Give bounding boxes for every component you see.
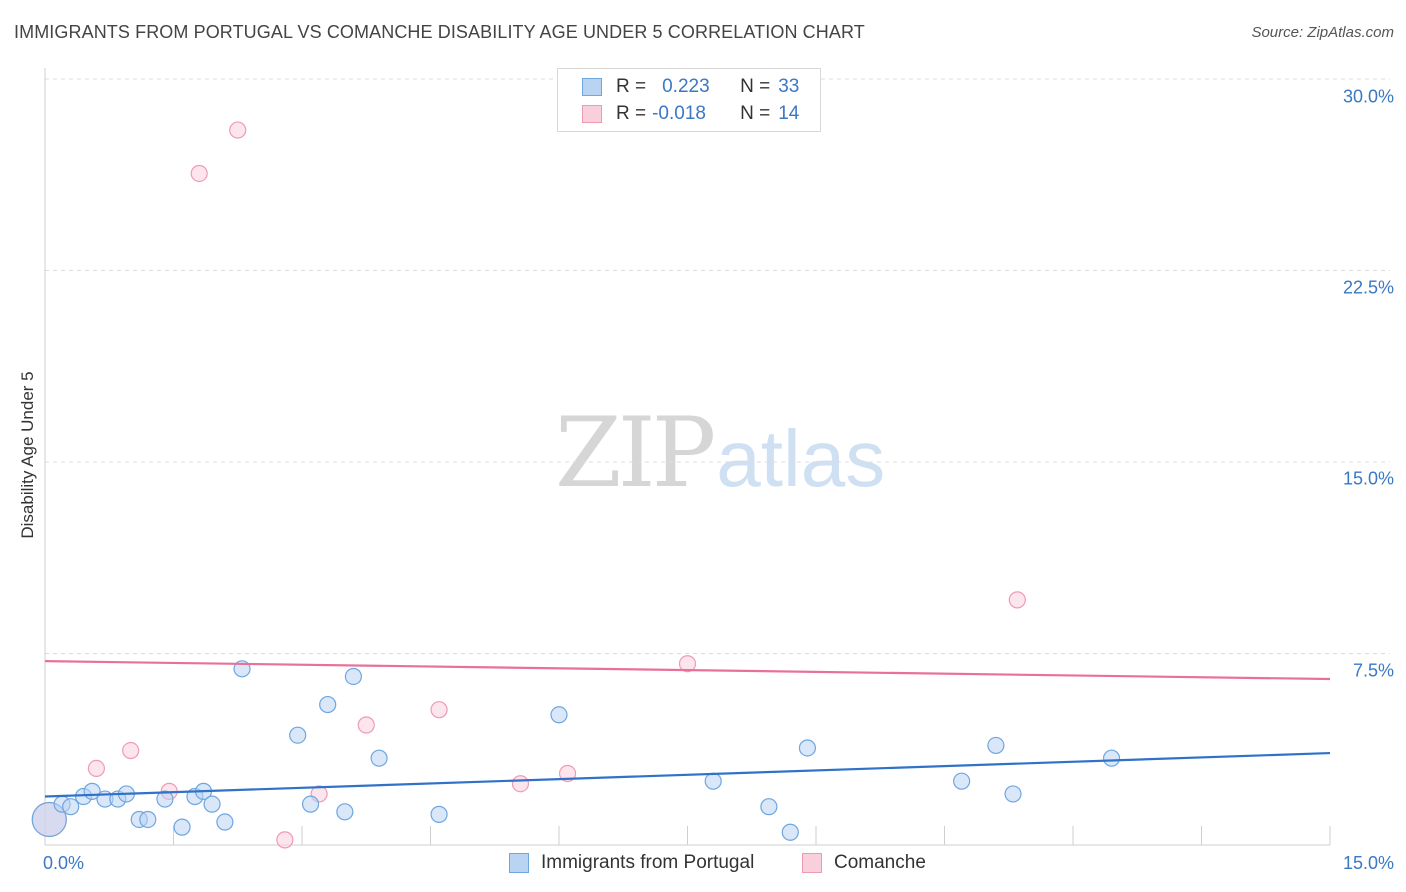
watermark-zip: ZIP xyxy=(555,397,716,509)
chart-title: IMMIGRANTS FROM PORTUGAL VS COMANCHE DIS… xyxy=(14,22,865,42)
portugal-point xyxy=(1102,749,1121,767)
watermark-atlas: atlas xyxy=(716,414,886,503)
r-label: R = xyxy=(616,76,647,97)
comanche-point xyxy=(122,741,140,760)
legend: Immigrants from Portugal Comanche xyxy=(0,852,1406,878)
stats-row-portugal: R = 0.223 N = 33 xyxy=(582,74,799,100)
comanche-point xyxy=(430,701,448,719)
portugal-point xyxy=(216,813,234,831)
n-value: 33 xyxy=(778,76,800,97)
comanche-point xyxy=(558,764,577,783)
comanche-swatch xyxy=(582,105,602,123)
n-value: 14 xyxy=(778,103,800,124)
portugal-point xyxy=(704,772,722,790)
portugal-trend-line xyxy=(44,751,1331,798)
legend-swatch-comanche xyxy=(802,853,822,873)
comanche-point xyxy=(276,831,294,849)
portugal-point xyxy=(781,823,799,841)
portugal-point xyxy=(798,739,817,757)
portugal-point xyxy=(550,706,568,724)
n-label: N = xyxy=(740,76,771,97)
portugal-point xyxy=(430,805,448,823)
r-value: 0.223 xyxy=(662,76,710,97)
portugal-point xyxy=(1004,785,1022,803)
comanche-point xyxy=(511,775,530,793)
y-tick-label-22-5: 22.5% xyxy=(1342,277,1394,298)
portugal-point xyxy=(336,803,354,821)
y-axis-label: Disability Age Under 5 xyxy=(18,371,37,539)
comanche-point xyxy=(678,655,697,673)
portugal-point xyxy=(139,810,157,829)
portugal-point xyxy=(203,795,221,813)
comanche-point xyxy=(1008,591,1026,609)
legend-item-comanche: Comanche xyxy=(802,852,926,874)
comanche-point xyxy=(229,121,247,139)
stats-box: R = 0.223 N = 33 R = -0.018 N = 14 xyxy=(557,68,821,132)
r-value: -0.018 xyxy=(652,103,706,124)
y-tick-label-7-5: 7.5% xyxy=(1352,660,1394,681)
x-tick-label-max: 15.0% xyxy=(1342,853,1394,873)
r-label: R = xyxy=(616,103,647,124)
x-tick-label-min: 0.0% xyxy=(43,853,85,873)
comanche-point xyxy=(190,164,208,183)
legend-label-portugal: Immigrants from Portugal xyxy=(541,852,755,873)
portugal-point xyxy=(173,818,191,836)
legend-label-comanche: Comanche xyxy=(834,852,926,873)
comanche-trend-line xyxy=(44,660,1331,681)
legend-swatch-portugal xyxy=(509,853,529,873)
n-label: N = xyxy=(740,103,771,124)
portugal-point xyxy=(370,749,388,767)
y-tick-label-30: 30.0% xyxy=(1342,86,1394,107)
comanche-point xyxy=(357,716,375,734)
portugal-point xyxy=(156,790,174,808)
portugal-point xyxy=(953,772,971,790)
comanche-point xyxy=(87,759,106,778)
portugal-swatch xyxy=(582,78,602,96)
y-tick-label-15: 15.0% xyxy=(1342,468,1394,489)
portugal-point xyxy=(301,795,320,813)
source-label: Source: ZipAtlas.com xyxy=(1251,24,1394,41)
portugal-point xyxy=(319,695,337,714)
portugal-point xyxy=(62,798,80,816)
stats-row-comanche: R = -0.018 N = 14 xyxy=(582,101,799,127)
portugal-point xyxy=(760,798,778,816)
portugal-point xyxy=(289,726,307,744)
legend-item-portugal: Immigrants from Portugal xyxy=(509,852,754,874)
portugal-point xyxy=(987,736,1005,755)
watermark: ZIPatlas xyxy=(555,405,885,502)
portugal-point xyxy=(344,667,362,686)
